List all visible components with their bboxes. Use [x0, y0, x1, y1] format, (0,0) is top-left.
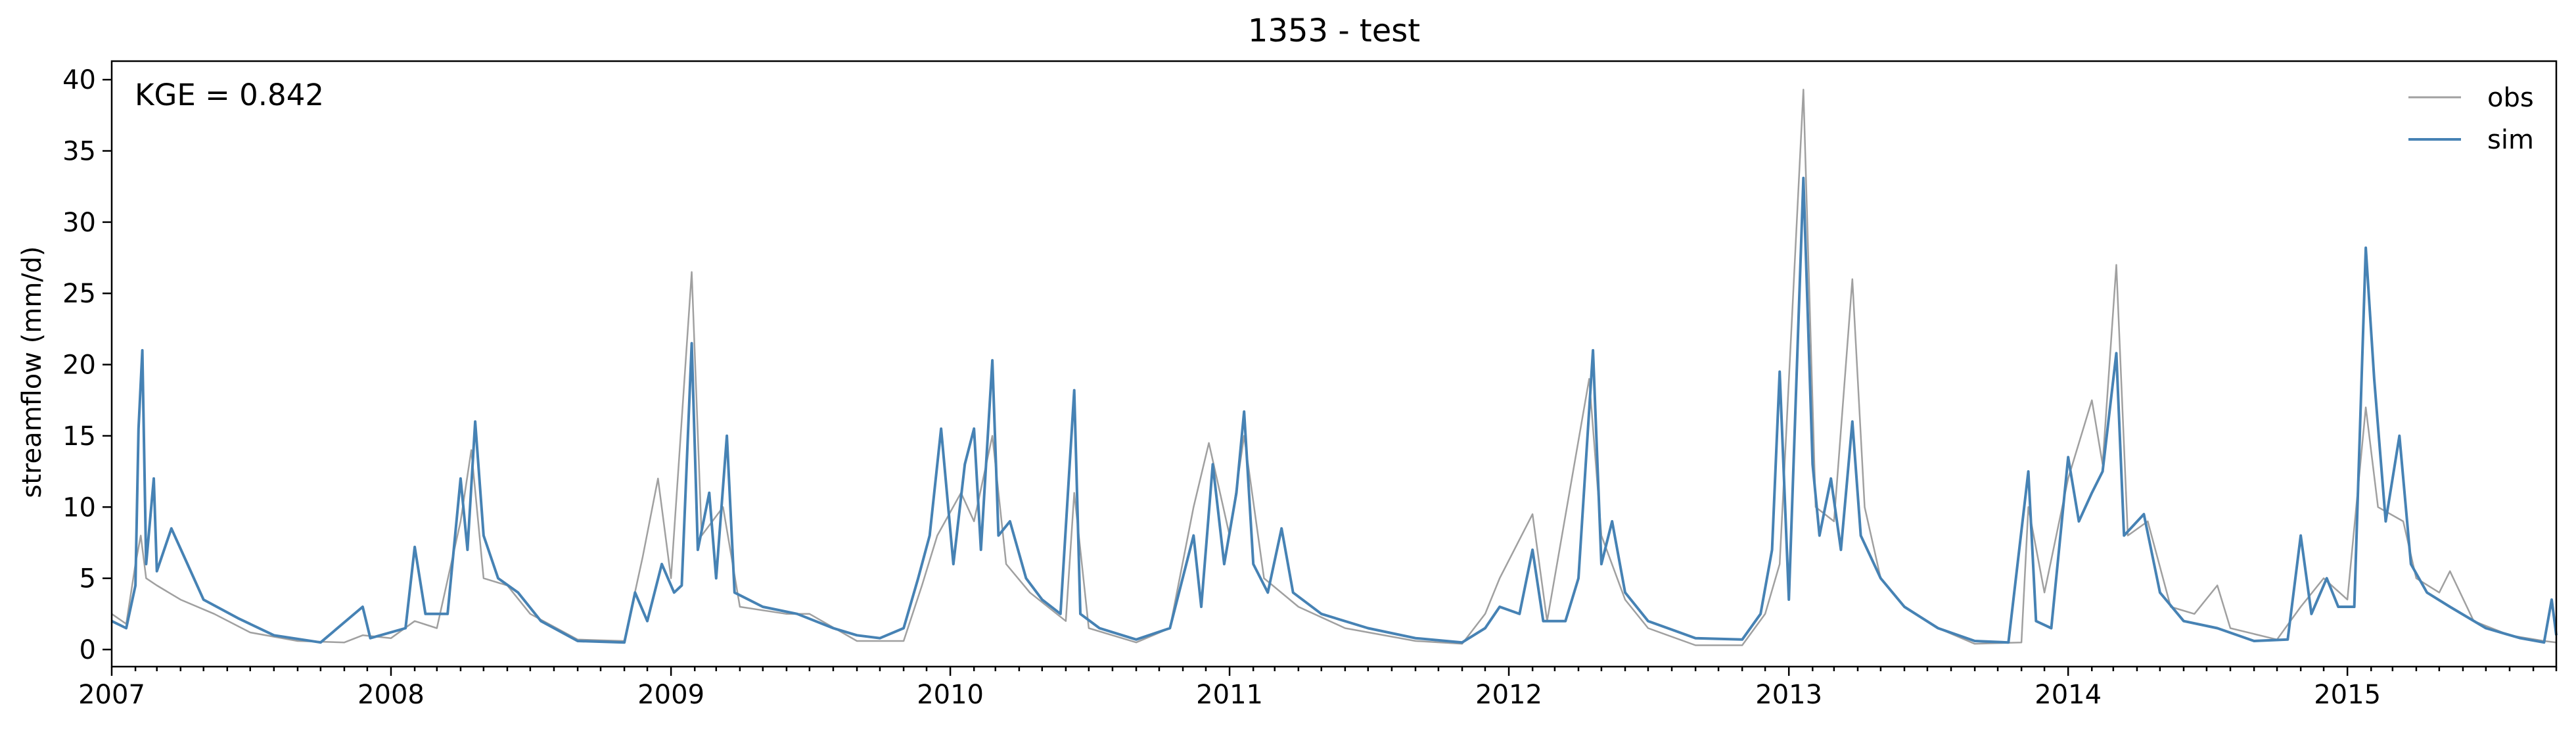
x-tick-label: 2013	[1755, 680, 1822, 710]
kge-annotation: KGE = 0.842	[135, 78, 324, 112]
chart-title: 1353 - test	[1248, 12, 1420, 49]
x-tick-label: 2008	[357, 680, 425, 710]
y-tick-label: 0	[80, 635, 96, 665]
y-tick-label: 40	[62, 65, 96, 95]
x-tick-label: 2009	[637, 680, 704, 710]
y-tick-label: 20	[62, 350, 96, 381]
legend: obs sim	[2408, 83, 2534, 155]
y-tick-label: 5	[80, 564, 96, 594]
y-tick-label: 10	[62, 492, 96, 523]
x-tick-label: 2010	[917, 680, 984, 710]
x-tick-label: 2012	[1475, 680, 1542, 710]
x-tick-label: 2014	[2035, 680, 2102, 710]
series-layer	[111, 89, 2558, 646]
x-tick-label: 2007	[78, 680, 145, 710]
y-axis: 0 5 10 15 20 25 30 35 40	[62, 65, 112, 665]
x-axis: 2007 2008 2009 2010 2011 2012 2013 2014 2015	[78, 667, 2558, 710]
x-tick-label: 2015	[2314, 680, 2381, 710]
y-axis-label: streamflow (mm/d)	[17, 246, 47, 498]
plot-area: KGE = 0.842	[110, 60, 2558, 668]
legend-label-sim: sim	[2487, 125, 2534, 155]
plot-frame	[110, 60, 2558, 668]
y-tick-label: 25	[62, 279, 96, 309]
series-line-sim	[111, 176, 2558, 644]
y-tick-label: 35	[62, 137, 96, 167]
series-line-obs	[111, 89, 2557, 646]
y-tick-label: 30	[62, 208, 96, 238]
legend-label-obs: obs	[2487, 83, 2534, 113]
y-tick-label: 15	[62, 421, 96, 452]
x-tick-label: 2011	[1196, 680, 1263, 710]
